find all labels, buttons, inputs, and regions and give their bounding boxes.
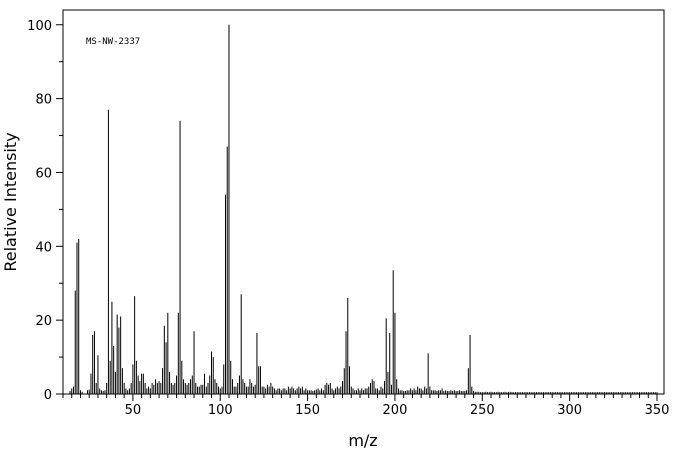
x-tick-label: 200 [383,403,408,418]
x-tick-label: 250 [470,403,495,418]
y-tick-label: 20 [35,314,52,329]
y-tick-label: 60 [35,166,52,181]
y-tick-label: 0 [44,388,52,403]
y-tick-label: 80 [35,93,52,108]
spectrum-code-label: MS-NW-2337 [86,37,140,47]
x-tick-label: 350 [645,403,670,418]
y-tick-label: 40 [35,240,52,255]
peaks-layer [69,24,658,394]
plot-frame [62,9,665,395]
x-tick-label: 100 [208,403,233,418]
y-tick-label: 100 [27,19,52,34]
x-tick-label: 50 [125,403,142,418]
x-tick-label: 300 [557,403,582,418]
x-axis-ticks: 50 100 150 200 250 300 350 [62,394,670,418]
y-axis-ticks: 0 20 40 60 80 100 [27,19,63,403]
x-axis-title: m/z [348,431,377,450]
x-tick-label: 150 [295,403,320,418]
y-axis-title: Relative Intensity [1,132,20,271]
